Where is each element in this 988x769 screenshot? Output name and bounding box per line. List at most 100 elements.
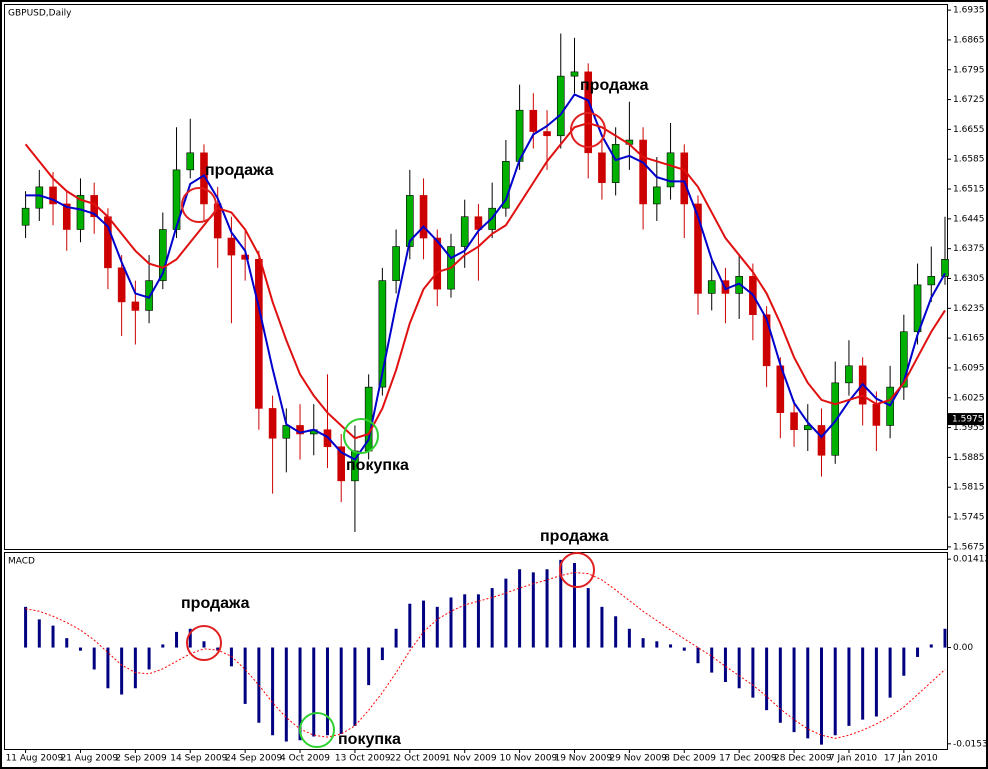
candle-body	[227, 237, 236, 256]
y-tick-label: 1.6515	[953, 185, 985, 195]
candle-body	[845, 365, 853, 384]
candle-body	[639, 139, 647, 205]
x-tick-label: 17 Jan 2010	[884, 754, 938, 764]
candle-body	[694, 203, 702, 294]
candle-body	[556, 75, 565, 137]
x-tick-label: 13 Oct 2009	[335, 754, 391, 764]
y-tick-label: 1.6305	[953, 274, 985, 284]
candle-body	[653, 186, 661, 205]
annotation-circle	[181, 187, 217, 223]
candle-body	[255, 259, 263, 409]
x-tick-label: 7 Jan 2010	[829, 754, 877, 764]
candle-body	[872, 403, 881, 426]
candle-body	[49, 186, 57, 205]
y-tick-label: 1.6795	[953, 65, 985, 75]
candle-body	[790, 412, 798, 431]
candle-body	[543, 131, 551, 137]
x-tick-label: 14 Sep 2009	[170, 754, 227, 764]
annotation-circle	[299, 712, 335, 748]
candle-body	[337, 446, 346, 482]
x-tick-label: 28 Dec 2009	[774, 754, 832, 764]
candle-body	[762, 314, 771, 367]
candle-body	[392, 246, 400, 281]
candle-body	[213, 203, 222, 239]
candle-body	[131, 301, 140, 311]
x-tick-label: 4 Oct 2009	[280, 754, 330, 764]
annotation: продажа	[540, 528, 609, 545]
annotation-circle	[343, 418, 379, 454]
x-tick-label: 10 Nov 2009	[500, 754, 558, 764]
x-tick-label: 8 Dec 2009	[664, 754, 716, 764]
candle-body	[145, 280, 153, 311]
candle-body	[282, 425, 291, 439]
panel-title: MACD	[8, 557, 35, 567]
candle-body	[570, 71, 579, 77]
x-tick-label: 11 Aug 2009	[6, 754, 64, 764]
x-tick-label: 17 Dec 2009	[719, 754, 777, 764]
candle-body	[913, 284, 922, 333]
x-tick-label: 24 Sep 2009	[225, 754, 282, 764]
candle-body	[707, 280, 716, 294]
annotation-circle	[186, 625, 222, 661]
y-tick-label: 1.6165	[953, 334, 985, 344]
y-tick-label: -0.01537	[953, 739, 988, 749]
x-tick-label: 2 Sep 2009	[115, 754, 167, 764]
macd-panel	[4, 552, 948, 750]
candle-body	[460, 216, 469, 247]
y-tick-label: 1.5815	[953, 483, 985, 493]
annotation-circle	[559, 552, 595, 588]
candle-body	[817, 425, 826, 456]
moving-average	[25, 93, 946, 461]
y-tick-label: 1.5675	[953, 542, 985, 552]
candle-body	[21, 207, 30, 226]
current-price-box	[948, 413, 984, 426]
candle-body	[680, 152, 689, 205]
y-tick-label: 1.6445	[953, 214, 985, 224]
x-tick-label: 1 Nov 2009	[445, 754, 497, 764]
candle-body	[927, 276, 936, 286]
candle-body	[831, 382, 840, 456]
x-tick-label: 19 Nov 2009	[554, 754, 612, 764]
y-tick-label: 0.01412	[953, 555, 988, 565]
y-tick-label: 1.6235	[953, 304, 985, 314]
candle-body	[117, 267, 126, 303]
candle-body	[35, 186, 44, 209]
candle-body	[419, 195, 428, 239]
candle-body	[433, 237, 442, 290]
x-tick-label: 29 Nov 2009	[609, 754, 667, 764]
y-tick-label: 1.6725	[953, 95, 985, 105]
annotation: продажа	[181, 595, 250, 612]
y-tick-label: 1.5885	[953, 453, 985, 463]
candle-body	[62, 203, 71, 230]
candle-body	[241, 254, 249, 260]
y-tick-label: 1.6025	[953, 393, 985, 403]
y-tick-label: 1.6095	[953, 363, 985, 373]
y-tick-label: 1.6585	[953, 155, 985, 165]
annotation: покупка	[338, 731, 401, 748]
candle-body	[186, 152, 195, 171]
y-tick-label: 1.6935	[953, 6, 985, 16]
candle-body	[666, 152, 675, 188]
y-tick-label: 1.5955	[953, 423, 985, 433]
annotation: продажа	[580, 77, 649, 94]
x-tick-label: 22 Oct 2009	[390, 754, 446, 764]
y-tick-label: 0.00	[953, 643, 973, 653]
y-tick-label: 1.6865	[953, 35, 985, 45]
candle-body	[611, 144, 620, 183]
y-tick-label: 1.6375	[953, 244, 985, 254]
annotation-circle	[570, 112, 606, 148]
candle-body	[502, 161, 510, 209]
y-tick-label: 1.6655	[953, 125, 985, 135]
x-tick-label: 21 Aug 2009	[60, 754, 118, 764]
annotation: покупка	[346, 457, 409, 474]
candle-body	[900, 331, 908, 388]
moving-average	[24, 121, 946, 440]
y-tick-label: 1.5745	[953, 513, 985, 523]
candle-body	[76, 195, 85, 230]
candle-body	[378, 280, 387, 388]
current-price: 1.5975	[952, 415, 984, 425]
candle-body	[941, 259, 949, 277]
candle-body	[268, 408, 277, 439]
